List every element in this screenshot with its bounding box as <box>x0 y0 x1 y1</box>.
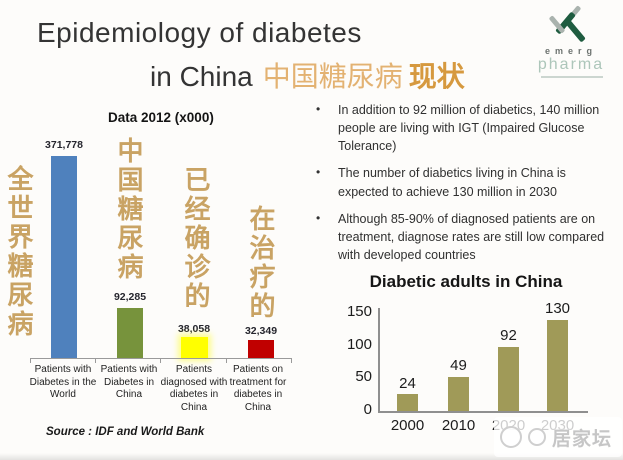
bullet-text-igt: In addition to 92 million of diabetics, … <box>338 103 600 154</box>
axis-tick <box>30 358 31 363</box>
category-label-treated: Patients on treatment for diabetes in Ch… <box>229 364 287 413</box>
title-chinese: 中国糖尿病 <box>262 61 403 92</box>
bar-china-diabetes <box>117 308 143 358</box>
right-chart-x-axis <box>378 411 588 413</box>
list-item: • Although 85-90% of diagnosed patients … <box>316 210 612 264</box>
bullet-list: • In addition to 92 million of diabetics… <box>316 101 612 273</box>
bullet-icon: • <box>316 102 321 116</box>
category-label-diagnosed: Patients diagnosed with diabetes in Chin… <box>160 364 228 413</box>
left-chart-heading: Data 2012 (x000) <box>108 110 214 125</box>
y-tick-100: 100 <box>346 336 372 353</box>
logo-tagline-rule <box>541 76 603 78</box>
right-chart-y-axis <box>378 308 380 412</box>
title-in-china: in China <box>150 61 253 92</box>
pinwheel-logo-icon <box>565 19 586 43</box>
bullet-icon: • <box>316 165 321 180</box>
watermark-text: 居家坛 <box>552 428 613 450</box>
axis-tick <box>291 358 292 363</box>
bar-value-2000: 24 <box>399 375 416 392</box>
watermark-smiley-icon <box>500 426 522 448</box>
bar-diagnosed <box>181 337 208 358</box>
bar-value-2020: 92 <box>500 327 517 344</box>
photo-bottom-edge <box>0 453 623 460</box>
bar-value-world: 371,778 <box>45 139 83 151</box>
list-item: • In addition to 92 million of diabetics… <box>316 101 612 155</box>
axis-tick <box>226 358 227 363</box>
category-label-world: Patients with Diabetes in the World <box>29 364 97 400</box>
bar-value-china: 92,285 <box>113 291 147 303</box>
cn-label-china-diabetes: 中国糖尿病 <box>114 137 144 282</box>
logo-word-emerg: emerg <box>544 46 597 56</box>
page-title: Epidemiology of diabetes <box>37 17 362 48</box>
watermark: 居家坛 <box>494 417 622 457</box>
title-chinese-suffix: 现状 <box>408 61 465 92</box>
bar-value-2030: 130 <box>544 300 571 317</box>
bar-2030 <box>547 320 568 411</box>
emerg-pharma-logo: emerg pharma <box>529 4 613 88</box>
y-tick-50: 50 <box>355 368 372 385</box>
bar-world-diabetes <box>51 156 77 358</box>
bar-value-treated: 32,349 <box>244 325 278 337</box>
category-label-china: Patients with Diabetes in China <box>100 364 158 400</box>
logo-word-pharma: pharma <box>537 56 605 73</box>
page-title-line2: in China 中国糖尿病 现状 <box>150 55 465 95</box>
axis-tick <box>160 358 161 363</box>
y-tick-0: 0 <box>363 401 372 418</box>
bar-2000 <box>397 394 418 411</box>
axis-tick <box>95 358 96 363</box>
list-item: • The number of diabetics living in Chin… <box>316 164 612 200</box>
watermark-badge-icon <box>528 428 546 446</box>
cn-label-world-diabetes: 全世界糖尿病 <box>4 165 34 339</box>
bar-2010 <box>448 377 469 411</box>
cn-label-treated: 在治疗的 <box>246 205 276 321</box>
bullet-text-diagnosis-rates: Although 85-90% of diagnosed patients ar… <box>338 211 605 262</box>
x-label-2010: 2010 <box>441 417 476 434</box>
bar-2020 <box>498 347 519 411</box>
bar-treated <box>248 340 274 358</box>
right-chart-title: Diabetic adults in China <box>369 272 563 291</box>
x-label-2000: 2000 <box>390 417 425 434</box>
bar-value-diagnosed: 38,058 <box>177 323 211 335</box>
bar-value-2010: 49 <box>450 357 467 374</box>
bullet-text-projection: The number of diabetics living in China … <box>338 166 566 199</box>
y-tick-150: 150 <box>346 303 372 320</box>
cn-label-diagnosed: 已经确诊的 <box>181 166 211 311</box>
bullet-icon: • <box>316 210 321 225</box>
source-note: Source : IDF and World Bank <box>46 426 205 438</box>
